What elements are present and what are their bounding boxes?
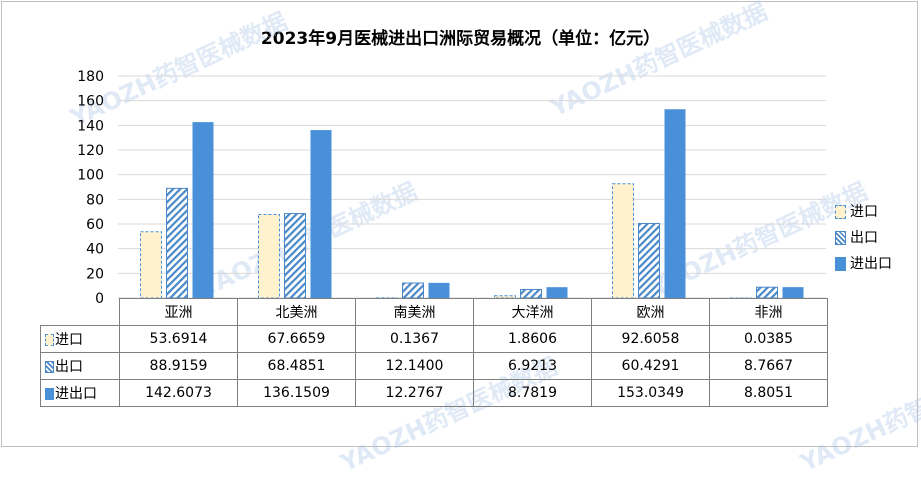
data-label: 88.9159 [119, 352, 238, 380]
bar-total-2 [428, 282, 450, 298]
table-row-import: 进口 53.6914 67.6659 0.1367 1.8606 92.6058 0.038… [40, 325, 828, 353]
data-label: 53.6914 [119, 325, 238, 353]
category-label: 大洋洲 [473, 298, 592, 326]
data-label: 8.8051 [709, 379, 828, 407]
row-label-cell: 进出口 [40, 379, 120, 407]
bar-export-1 [284, 213, 306, 299]
legend-key-total [45, 388, 54, 400]
y-tick-label: 140 [77, 118, 104, 134]
legend-key-import [45, 334, 54, 346]
category-label: 南美洲 [355, 298, 474, 326]
y-tick-label: 20 [86, 266, 104, 282]
data-label: 67.6659 [237, 325, 356, 353]
series-name: 出口 [55, 359, 83, 375]
data-label: 12.1400 [355, 352, 474, 380]
legend-item-total: 进出口 [835, 256, 892, 282]
bar-import-1 [258, 214, 280, 299]
legend-label: 出口 [850, 230, 878, 246]
series-name: 进出口 [55, 386, 97, 402]
data-label: 8.7819 [473, 379, 592, 407]
bar-export-5 [756, 286, 778, 299]
data-label: 8.7667 [709, 352, 828, 380]
series-name: 进口 [55, 332, 83, 348]
data-label: 6.9213 [473, 352, 592, 380]
bar-export-0 [166, 187, 188, 299]
data-label: 12.2767 [355, 379, 474, 407]
table-row-export: 出口 88.9159 68.4851 12.1400 6.9213 60.4291 8.76… [40, 352, 828, 380]
table-row-total: 进出口 142.6073 136.1509 12.2767 8.7819 153.0349… [40, 379, 828, 407]
table-header-row: 亚洲 北美洲 南美洲 大洋洲 欧洲 非洲 [40, 298, 828, 326]
category-label: 北美洲 [237, 298, 356, 326]
data-label: 92.6058 [591, 325, 710, 353]
category-label: 欧洲 [591, 298, 710, 326]
y-tick-label: 180 [77, 69, 104, 85]
data-label: 153.0349 [591, 379, 710, 407]
y-tick-label: 60 [86, 217, 104, 233]
bar-total-1 [310, 130, 332, 298]
bar-total-3 [546, 287, 568, 298]
bar-export-3 [520, 288, 542, 299]
y-tick-label: 100 [77, 168, 104, 184]
data-label: 0.0385 [709, 325, 828, 353]
bar-import-3 [494, 295, 516, 299]
chart-title: 2023年9月医械进出口洲际贸易概况（单位：亿元） [260, 29, 661, 49]
bar-import-0 [140, 231, 162, 299]
bar-export-4 [638, 222, 660, 299]
bar-export-2 [402, 282, 424, 299]
y-tick-label: 80 [86, 192, 104, 208]
legend-label: 进口 [850, 204, 878, 220]
data-label: 60.4291 [591, 352, 710, 380]
data-label: 68.4851 [237, 352, 356, 380]
data-table: 亚洲 北美洲 南美洲 大洋洲 欧洲 非洲进口 53.6914 67.6659 0.1367 1.8… [40, 298, 828, 407]
bar-total-0 [192, 122, 214, 298]
legend-swatch [835, 257, 846, 271]
legend-key-export [45, 361, 54, 373]
data-label: 1.8606 [473, 325, 592, 353]
category-label: 非洲 [709, 298, 828, 326]
bar-import-4 [612, 183, 634, 299]
legend-item-export: 出口 [835, 230, 892, 256]
data-label: 0.1367 [355, 325, 474, 353]
legend-swatch [835, 231, 846, 245]
y-tick-label: 40 [86, 242, 104, 258]
y-tick-label: 120 [77, 143, 104, 159]
data-label: 136.1509 [237, 379, 356, 407]
legend: 进口 出口 进出口 [835, 204, 892, 282]
bar-total-4 [664, 109, 686, 298]
legend-item-import: 进口 [835, 204, 892, 230]
table-corner [40, 298, 120, 326]
bar-total-5 [782, 287, 804, 298]
y-tick-label: 160 [77, 94, 104, 110]
category-label: 亚洲 [119, 298, 238, 326]
row-label-cell: 进口 [40, 325, 120, 353]
data-label: 142.6073 [119, 379, 238, 407]
legend-swatch [835, 205, 846, 219]
legend-label: 进出口 [850, 256, 892, 272]
row-label-cell: 出口 [40, 352, 120, 380]
